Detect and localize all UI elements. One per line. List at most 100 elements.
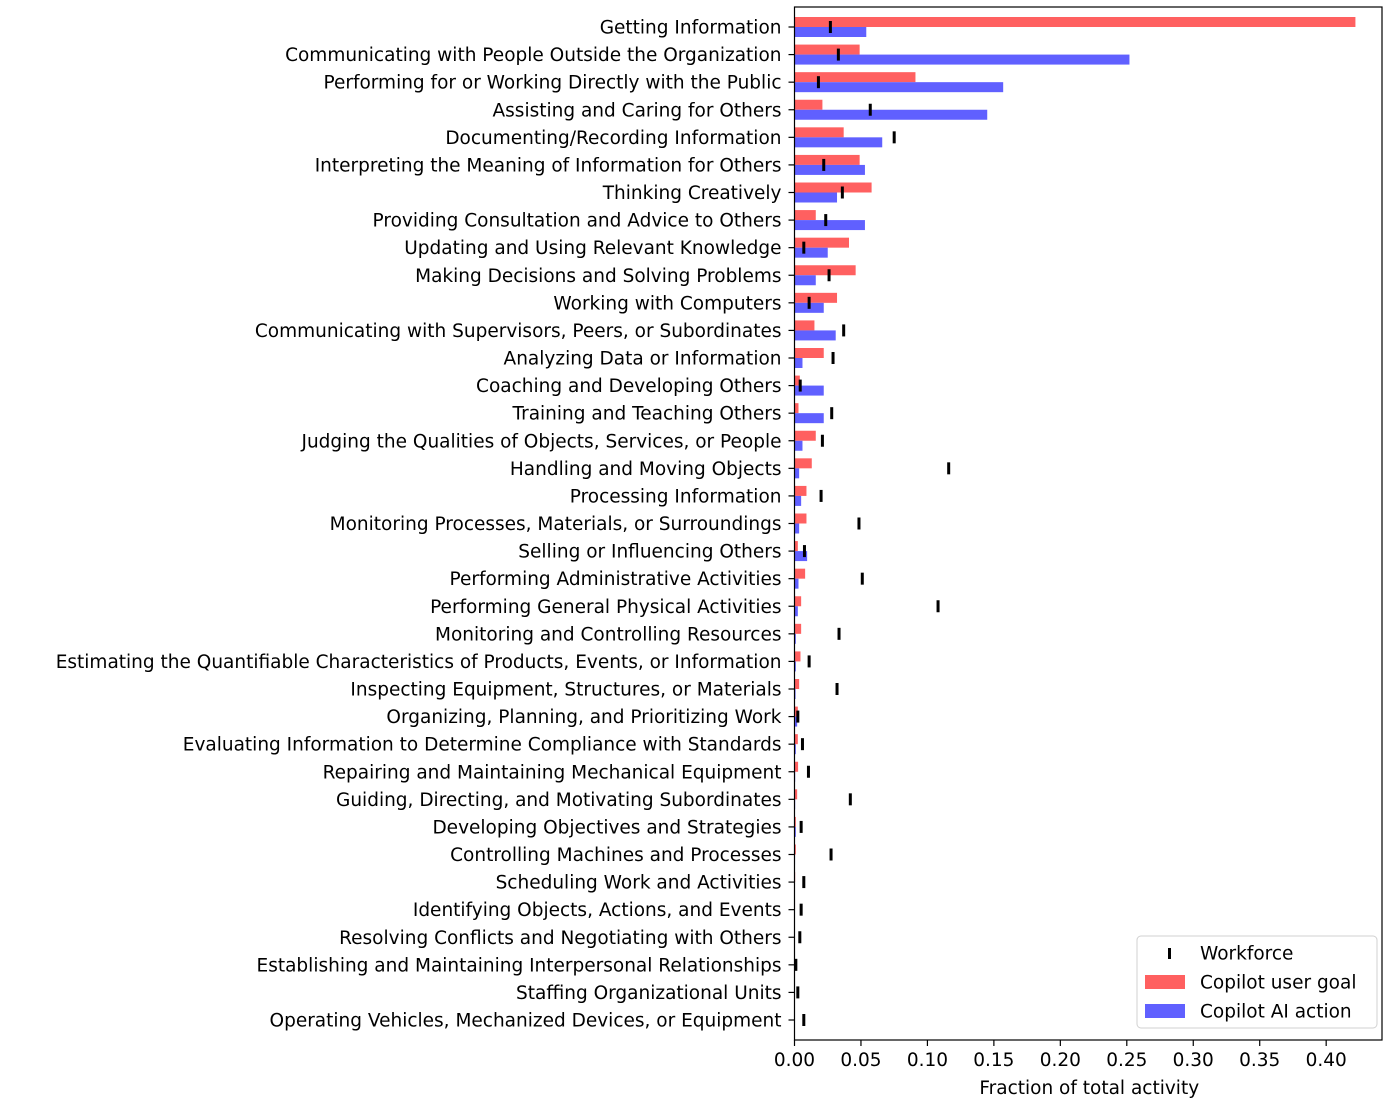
category-label: Making Decisions and Solving Problems — [415, 266, 781, 287]
category-label: Interpreting the Meaning of Information … — [315, 155, 782, 176]
workforce-marker — [893, 131, 896, 143]
category-label: Organizing, Planning, and Prioritizing W… — [386, 707, 781, 728]
category-label: Repairing and Maintaining Mechanical Equ… — [323, 762, 782, 783]
category-label: Operating Vehicles, Mechanized Devices, … — [270, 1011, 782, 1032]
x-tick-label: 0.05 — [840, 1050, 881, 1071]
x-tick-label: 0.40 — [1306, 1050, 1347, 1071]
category-label: Analyzing Data or Information — [504, 349, 782, 370]
y-axis-labels: Getting Information Communicating with Pe… — [56, 18, 795, 1032]
workforce-marker — [796, 986, 799, 998]
bar-copilot-user-goal — [795, 348, 824, 358]
category-label: Monitoring and Controlling Resources — [435, 624, 781, 645]
bar-copilot-ai-action — [795, 110, 988, 120]
category-label: Working with Computers — [553, 293, 781, 314]
category-label: Providing Consultation and Advice to Oth… — [373, 211, 782, 232]
bar-copilot-user-goal — [795, 569, 806, 579]
bar-copilot-user-goal — [795, 265, 856, 275]
workforce-marker — [798, 931, 801, 943]
legend-label: Copilot user goal — [1200, 973, 1356, 994]
bar-copilot-ai-action — [795, 82, 1004, 92]
legend-label: Workforce — [1200, 944, 1293, 965]
workforce-marker — [869, 104, 872, 116]
workforce-marker — [842, 324, 845, 336]
category-label: Coaching and Developing Others — [476, 376, 781, 397]
bar-copilot-user-goal — [795, 679, 800, 689]
x-axis-title: Fraction of total activity — [979, 1078, 1199, 1099]
workforce-marker — [800, 904, 803, 916]
workforce-marker — [808, 655, 811, 667]
bar-copilot-user-goal — [795, 183, 872, 193]
bar-copilot-user-goal — [795, 596, 802, 606]
workforce-marker — [799, 380, 802, 392]
category-label: Scheduling Work and Activities — [496, 873, 782, 894]
category-label: Thinking Creatively — [602, 183, 782, 204]
workforce-marker — [837, 49, 840, 61]
bar-copilot-user-goal — [795, 45, 860, 55]
category-label: Inspecting Equipment, Structures, or Mat… — [350, 680, 781, 701]
category-label: Controlling Machines and Processes — [450, 845, 781, 866]
bar-copilot-ai-action — [795, 358, 803, 368]
workforce-marker — [857, 518, 860, 530]
bar-copilot-ai-action — [795, 55, 1130, 65]
legend-swatch-icon — [1145, 975, 1185, 989]
category-label: Communicating with People Outside the Or… — [285, 45, 781, 66]
bar-copilot-ai-action — [795, 193, 838, 203]
bar-copilot-ai-action — [795, 496, 802, 506]
bar-copilot-user-goal — [795, 210, 816, 220]
x-tick-label: 0.35 — [1239, 1050, 1280, 1071]
bar-copilot-user-goal — [795, 100, 823, 110]
category-label: Communicating with Supervisors, Peers, o… — [255, 321, 782, 342]
x-tick-label: 0.00 — [774, 1050, 815, 1071]
workforce-marker — [820, 490, 823, 502]
bar-copilot-ai-action — [795, 220, 865, 230]
bar-copilot-ai-action — [795, 330, 836, 340]
workforce-marker — [808, 297, 811, 309]
category-label: Monitoring Processes, Materials, or Surr… — [330, 514, 782, 535]
workforce-marker — [830, 849, 833, 861]
legend-workforce-marker-icon — [1168, 948, 1171, 959]
workforce-marker — [836, 683, 839, 695]
workforce-marker — [802, 876, 805, 888]
workforce-marker — [801, 738, 804, 750]
category-label: Guiding, Directing, and Motivating Subor… — [336, 790, 782, 811]
x-tick-label: 0.25 — [1106, 1050, 1147, 1071]
category-label: Selling or Influencing Others — [518, 542, 781, 563]
workforce-marker — [822, 159, 825, 171]
bar-copilot-ai-action — [795, 524, 800, 534]
category-label: Processing Information — [570, 486, 782, 507]
workforce-marker — [802, 242, 805, 254]
bar-copilot-user-goal — [795, 486, 807, 496]
bar-copilot-ai-action — [795, 248, 828, 258]
category-label: Evaluating Information to Determine Comp… — [183, 735, 782, 756]
workforce-marker — [817, 76, 820, 88]
bar-copilot-user-goal — [795, 514, 807, 524]
legend-label: Copilot AI action — [1200, 1002, 1352, 1023]
workforce-marker — [838, 628, 841, 640]
workforce-marker — [849, 793, 852, 805]
bar-copilot-user-goal — [795, 651, 801, 661]
bar-copilot-user-goal — [795, 155, 860, 165]
legend: Workforce Copilot user goal Copilot AI act… — [1137, 936, 1377, 1028]
legend-swatch-icon — [1145, 1004, 1185, 1018]
category-label: Performing General Physical Activities — [430, 597, 781, 618]
category-label: Staffing Organizational Units — [516, 983, 782, 1004]
workforce-marker — [861, 573, 864, 585]
workforce-marker — [802, 1014, 805, 1026]
category-label: Assisting and Caring for Others — [493, 100, 782, 121]
bar-copilot-ai-action — [795, 468, 800, 478]
workforce-marker — [947, 462, 950, 474]
workforce-marker — [937, 600, 940, 612]
workforce-marker — [830, 407, 833, 419]
category-label: Identifying Objects, Actions, and Events — [413, 900, 782, 921]
workforce-marker — [800, 821, 803, 833]
category-label: Developing Objectives and Strategies — [432, 817, 781, 838]
x-tick-label: 0.10 — [907, 1050, 948, 1071]
bar-copilot-ai-action — [795, 275, 816, 285]
category-label: Getting Information — [600, 18, 782, 39]
x-tick-label: 0.30 — [1173, 1050, 1214, 1071]
bar-copilot-user-goal — [795, 72, 916, 82]
bar-copilot-user-goal — [795, 624, 802, 634]
workforce-marker — [829, 21, 832, 33]
